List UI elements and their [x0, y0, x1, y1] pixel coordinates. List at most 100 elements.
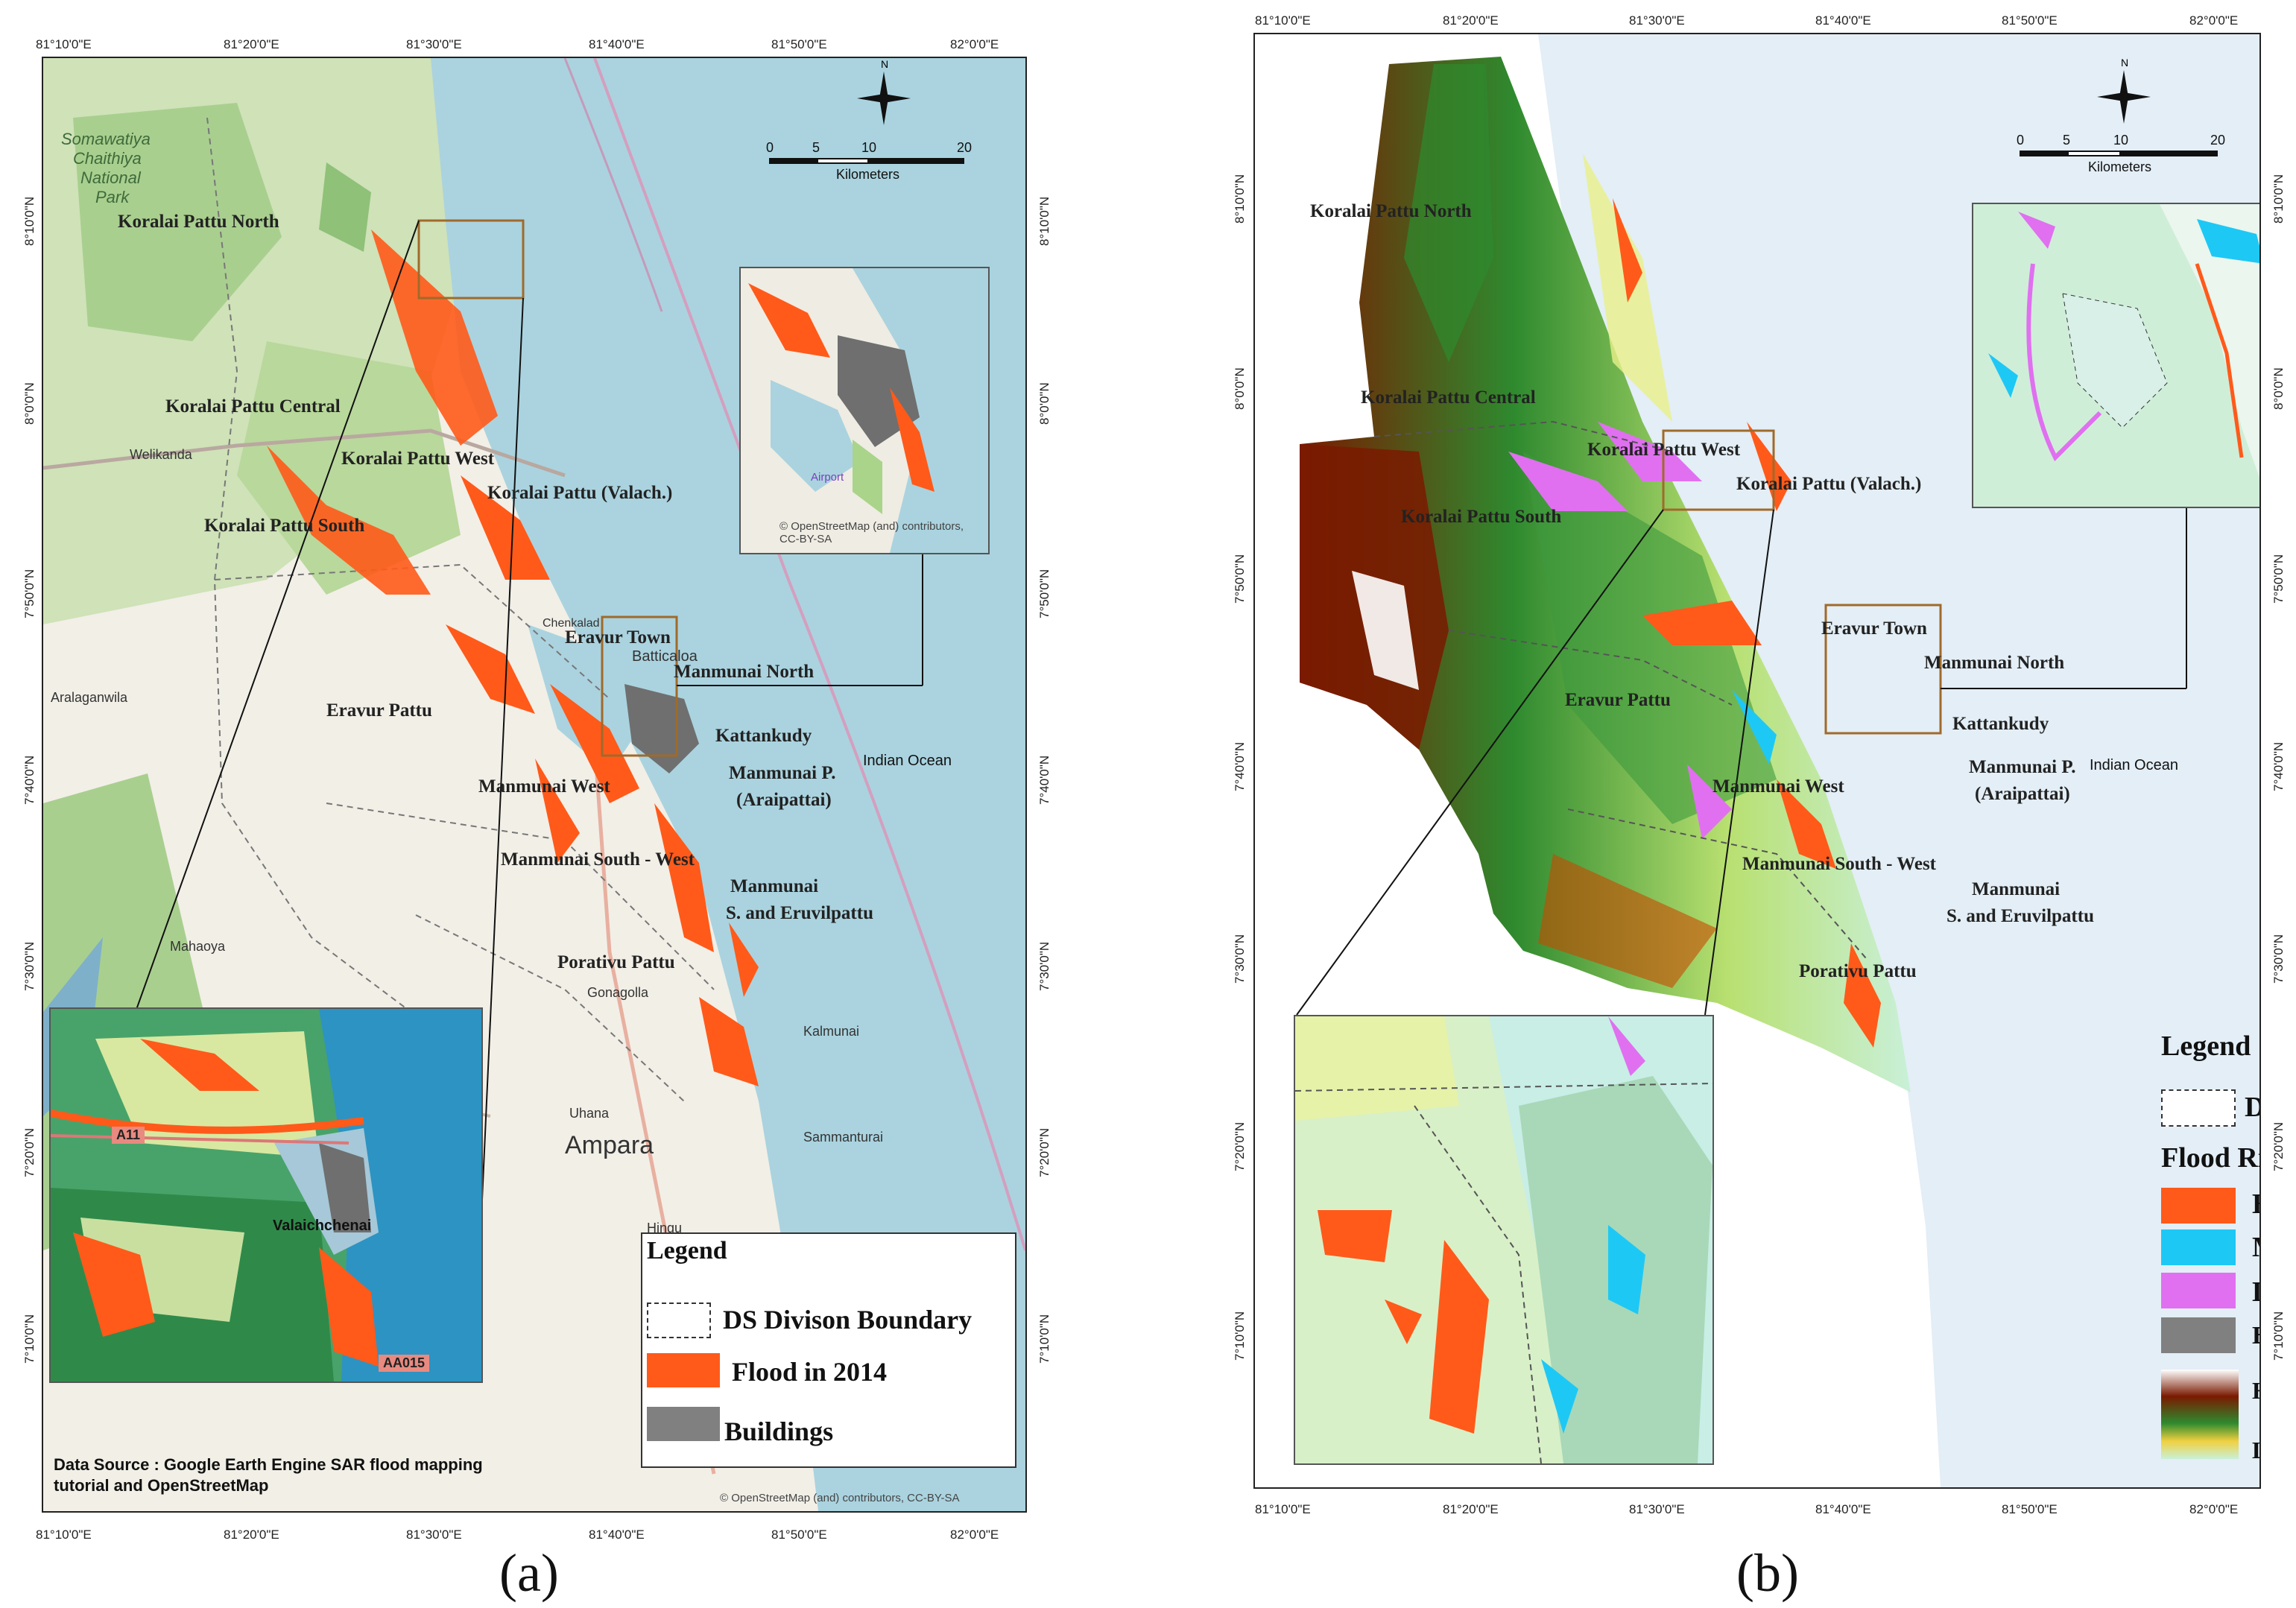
scale-tick: 20 [2210, 133, 2226, 148]
lon-tick-top: 81°20'0"E [1443, 13, 1499, 28]
place-label: Kalmunai [803, 1024, 860, 1039]
legend-swatch-boundary [2161, 1089, 2236, 1127]
lat-tick-right: 8°0'0"N [2271, 367, 2286, 410]
place-label: Park [95, 188, 130, 206]
ds-label-manmunai-sw: Manmunai South - West [501, 849, 695, 870]
lat-tick-left: 7°40'0"N [22, 755, 37, 805]
lon-tick-top: 81°50'0"E [771, 37, 827, 51]
place-label: Welikanda [130, 447, 192, 462]
legend-elev-low: Low : 0 [2252, 1437, 2259, 1464]
legend-swatch-low [2161, 1273, 2236, 1308]
map-b-frame: N 0 5 10 20 Kilometers Indian Ocean Kora… [1253, 33, 2261, 1489]
ds-label-koralai-valach: Koralai Pattu (Valach.) [487, 483, 673, 503]
scale-unit: Kilometers [2088, 159, 2152, 174]
scale-unit: Kilometers [836, 167, 900, 182]
scale-tick: 20 [957, 140, 973, 155]
ds-label-eravur-town: Eravur Town [1821, 618, 1927, 639]
lat-tick-left: 7°50'0"N [22, 569, 37, 618]
ds-label-koralai-south: Koralai Pattu South [204, 516, 365, 536]
ds-label-koralai-south: Koralai Pattu South [1401, 507, 1562, 527]
legend-swatch-flood [647, 1353, 720, 1387]
lat-tick-right: 7°40'0"N [2271, 741, 2286, 791]
place-label: Chaithiya [73, 149, 142, 168]
north-arrow-icon: N [854, 58, 914, 128]
legend-elevation-ramp [2161, 1370, 2239, 1459]
scale-tick: 5 [2063, 133, 2071, 148]
ocean-label: Indian Ocean [863, 753, 952, 769]
lat-tick-left: 7°50'0"N [1233, 554, 1247, 604]
lat-tick-left: 7°20'0"N [22, 1127, 37, 1177]
panel-a: 81°10'0"E 81°20'0"E 81°30'0"E 81°40'0"E … [0, 0, 1051, 1608]
place-label: AA015 [379, 1355, 430, 1372]
ds-label-manmunai: Manmunai [1972, 879, 2061, 899]
lon-tick-bottom: 81°20'0"E [224, 1528, 279, 1542]
source-line: tutorial and OpenStreetMap [54, 1476, 269, 1495]
ds-label-koralai-valach: Koralai Pattu (Valach.) [1736, 474, 1922, 494]
lat-tick-right: 7°30'0"N [1037, 941, 1051, 991]
lat-tick-left: 7°10'0"N [22, 1314, 37, 1364]
lon-tick-top: 81°40'0"E [1815, 13, 1871, 28]
lat-tick-right: 8°0'0"N [1037, 382, 1051, 425]
map-a-frame: N 0 5 10 20 Kilometers Somawatiya Chaith… [42, 57, 1027, 1513]
lon-tick-top: 81°10'0"E [1255, 13, 1311, 28]
ds-label-eravur-pattu: Eravur Pattu [326, 700, 432, 721]
legend-swatch-buildings [647, 1407, 720, 1441]
lon-tick-bottom: 81°40'0"E [1815, 1502, 1871, 1516]
place-label: Valaichchenai [273, 1218, 372, 1234]
lon-tick-bottom: 82°0'0"E [950, 1528, 999, 1542]
place-label: Mahaoya [170, 939, 226, 954]
scale-bar: 0 5 10 20 Kilometers [766, 140, 975, 182]
lon-tick-bottom: 82°0'0"E [2189, 1502, 2239, 1516]
lat-tick-left: 8°10'0"N [1233, 174, 1247, 224]
ds-label-kattankudy: Kattankudy [1952, 714, 2049, 734]
lon-tick-top: 81°40'0"E [589, 37, 645, 51]
place-label: National [80, 168, 141, 187]
legend-label: Moderate [2252, 1231, 2259, 1264]
inset-valaichchenai: A11 Valaichchenai AA015 [49, 1007, 483, 1383]
ds-label-eruvilpattu: S. and Eruvilpattu [726, 903, 873, 923]
ds-label-eravur-town: Eravur Town [565, 627, 671, 648]
place-label: Somawatiya [61, 130, 151, 148]
north-label: N [2121, 57, 2129, 69]
place-label: Chenkalad [543, 617, 600, 630]
lat-tick-left: 7°10'0"N [1233, 1311, 1247, 1361]
legend-label: DS Divison Boundary [2245, 1091, 2259, 1124]
legend-label: Buildings [2252, 1322, 2259, 1350]
inset-batticaloa-risk [1972, 203, 2259, 508]
lon-tick-bottom: 81°10'0"E [36, 1528, 92, 1542]
ds-label-porativu: Porativu Pattu [557, 952, 675, 972]
lat-tick-right: 7°40'0"N [1037, 755, 1051, 805]
place-label: Sammanturai [803, 1130, 884, 1145]
lat-tick-left: 8°10'0"N [22, 196, 37, 246]
lon-tick-bottom: 81°30'0"E [406, 1528, 462, 1542]
legend-swatch-moderate [2161, 1229, 2236, 1265]
legend-label: Buildings [724, 1417, 834, 1446]
lat-tick-left: 8°0'0"N [1233, 367, 1247, 410]
lon-tick-bottom: 81°30'0"E [1629, 1502, 1685, 1516]
lon-tick-top: 82°0'0"E [950, 37, 999, 51]
lon-tick-bottom: 81°20'0"E [1443, 1502, 1499, 1516]
lat-tick-left: 7°30'0"N [1233, 934, 1247, 984]
ocean-label: Indian Ocean [2090, 757, 2178, 773]
legend-label: High [2252, 1188, 2259, 1221]
place-label: Gonagolla [587, 985, 649, 1000]
inset-valaichchenai-risk [1294, 1015, 1714, 1465]
place-label: Airport [811, 471, 844, 484]
panel-label-a: (a) [499, 1543, 559, 1603]
lat-tick-right: 7°20'0"N [2271, 1121, 2286, 1171]
legend-label: DS Divison Boundary [723, 1305, 973, 1335]
ds-label-eravur-pattu: Eravur Pattu [1565, 690, 1671, 710]
ds-label-manmunai: Manmunai [730, 876, 819, 896]
lat-tick-left: 7°30'0"N [22, 941, 37, 991]
lon-tick-top: 81°20'0"E [224, 37, 279, 51]
legend-risk-title: Flood Risk Level [2161, 1142, 2259, 1174]
place-label: Batticaloa [632, 648, 698, 665]
inset-credit: © OpenStreetMap (and) contributors, CC-B… [779, 520, 964, 545]
scale-tick: 10 [2113, 133, 2129, 148]
legend-label: Low [2252, 1276, 2259, 1308]
ds-label-manmunai-west: Manmunai West [1712, 776, 1844, 797]
ds-label-kattankudy: Kattankudy [715, 726, 812, 746]
ds-label-eruvilpattu: S. and Eruvilpattu [1946, 906, 2094, 926]
lon-tick-bottom: 81°50'0"E [2002, 1502, 2058, 1516]
ds-label-koralai-north: Koralai Pattu North [1310, 201, 1472, 221]
